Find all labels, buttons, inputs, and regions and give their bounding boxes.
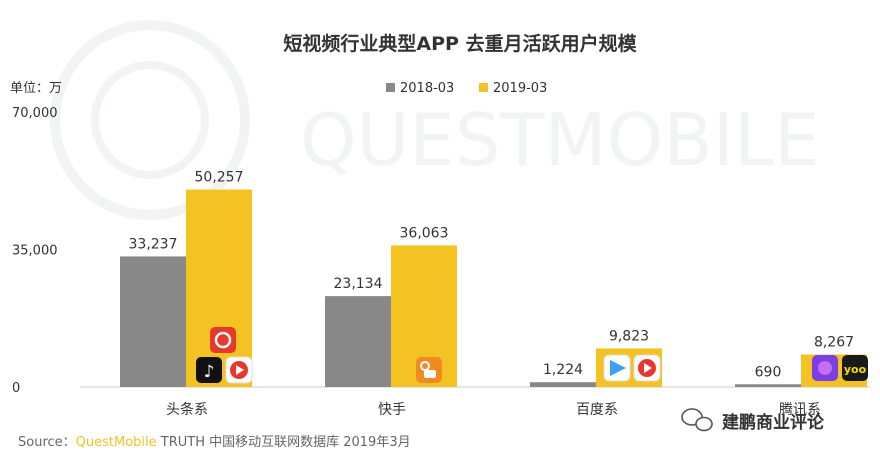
wechat-icon — [681, 408, 713, 432]
source-rest: TRUTH 中国移动互联网数据库 2019年3月 — [157, 434, 411, 450]
value-label: 33,237 — [129, 236, 178, 252]
bar-2018-03-tencent — [735, 384, 801, 387]
category-label: 百度系 — [576, 402, 618, 418]
app-icons-tencent: yoo — [812, 355, 868, 381]
kuaishou-icon — [416, 357, 442, 383]
watermark: QUESTMOBILE — [50, 20, 820, 220]
value-label: 9,823 — [609, 328, 649, 344]
category-label: 腾讯系 — [779, 401, 821, 418]
y-tick-label: 35,000 — [12, 244, 58, 259]
watermark-logo-icon — [50, 20, 250, 220]
bar-2019-03-toutiao — [186, 189, 252, 387]
wechat-account-name: 建鹏商业评论 — [722, 412, 825, 433]
value-label: 1,224 — [543, 362, 583, 378]
bar-2018-03-baidu — [530, 382, 596, 387]
source-brand: QuestMobile — [76, 435, 157, 450]
category-label: 头条系 — [166, 401, 208, 418]
legend-swatch-2018-03 — [386, 83, 395, 92]
app-icons-baidu — [603, 354, 661, 382]
source-note: Source：QuestMobile TRUTH 中国移动互联网数据库 2019… — [18, 434, 411, 450]
bar-2018-03-toutiao — [120, 256, 186, 387]
weishi-icon — [812, 355, 838, 381]
series-2018-03 — [120, 256, 801, 387]
legend: 2018-03 2019-03 — [386, 81, 547, 96]
huoshan-icon — [210, 327, 236, 353]
value-label: 690 — [755, 364, 782, 380]
value-label: 8,267 — [814, 335, 854, 351]
watermark-logo-inner-icon — [91, 61, 209, 179]
legend-label-2019-03: 2019-03 — [493, 81, 547, 96]
app-icons-toutiao: ♪ — [196, 327, 253, 384]
value-label: 36,063 — [400, 225, 449, 241]
source-label: Source： — [18, 435, 76, 450]
legend-swatch-2019-03 — [479, 83, 488, 92]
series-2019-03 — [186, 189, 867, 387]
unit-label: 单位：万 — [10, 81, 62, 96]
y-tick-label: 0 — [12, 381, 20, 396]
value-label: 23,134 — [334, 276, 383, 292]
watermark-text: QUESTMOBILE — [300, 98, 820, 182]
yoo-icon: yoo — [842, 355, 868, 381]
xigua-icon — [225, 356, 253, 384]
douyin-icon: ♪ — [196, 357, 222, 383]
svg-text:yoo: yoo — [844, 363, 867, 376]
category-label: 快手 — [378, 402, 406, 418]
legend-label-2018-03: 2018-03 — [400, 81, 454, 96]
bar-2018-03-kuaishou — [325, 296, 391, 387]
value-label: 50,257 — [195, 170, 244, 186]
svg-text:♪: ♪ — [204, 362, 215, 382]
wechat-watermark: 建鹏商业评论 — [681, 408, 825, 433]
chart-title: 短视频行业典型APP 去重月活跃用户规模 — [283, 32, 637, 55]
haokan-icon — [603, 354, 631, 382]
app-icons-kuaishou — [416, 357, 442, 383]
y-tick-label: 70,000 — [12, 106, 58, 121]
quanmin-icon — [633, 354, 661, 382]
